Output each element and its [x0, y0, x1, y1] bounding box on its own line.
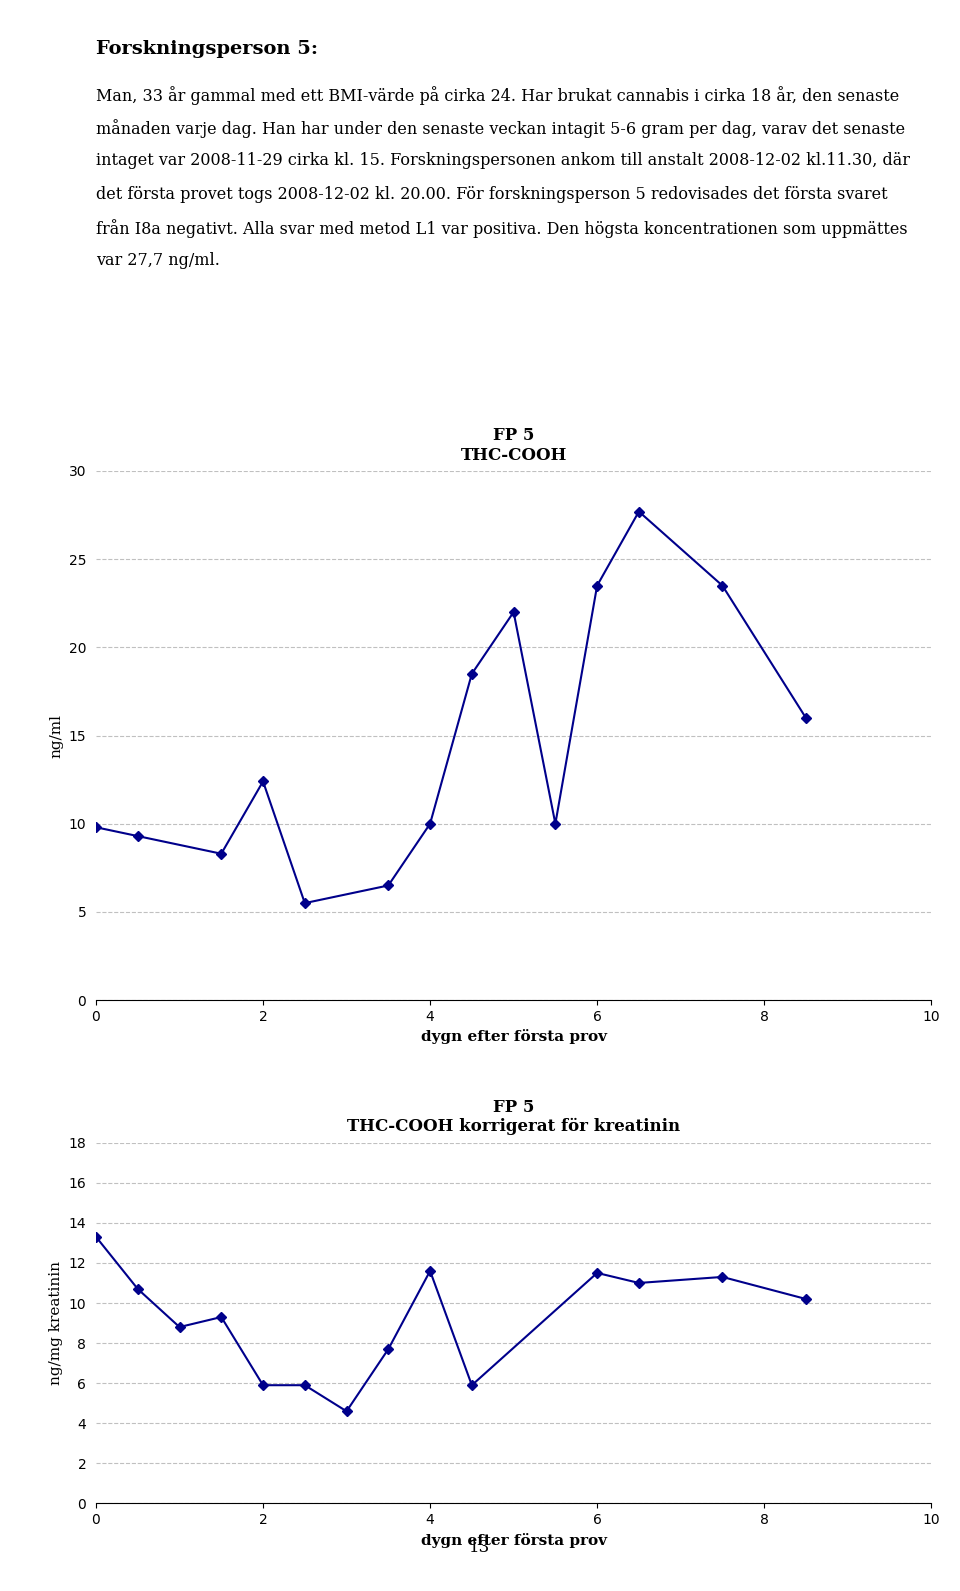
X-axis label: dygn efter första prov: dygn efter första prov	[420, 1532, 607, 1548]
Y-axis label: ng/mg kreatinin: ng/mg kreatinin	[49, 1262, 63, 1386]
X-axis label: dygn efter första prov: dygn efter första prov	[420, 1029, 607, 1044]
Text: från I8a negativt. Alla svar med metod L1 var positiva. Den högsta koncentration: från I8a negativt. Alla svar med metod L…	[96, 220, 907, 237]
Text: intaget var 2008-11-29 cirka kl. 15. Forskningspersonen ankom till anstalt 2008-: intaget var 2008-11-29 cirka kl. 15. For…	[96, 153, 910, 169]
Text: månaden varje dag. Han har under den senaste veckan intagit 5-6 gram per dag, va: månaden varje dag. Han har under den sen…	[96, 119, 905, 138]
Text: 13: 13	[469, 1538, 491, 1556]
Text: Forskningsperson 5:: Forskningsperson 5:	[96, 40, 318, 57]
Title: FP 5
THC-COOH korrigerat för kreatinin: FP 5 THC-COOH korrigerat för kreatinin	[347, 1099, 681, 1136]
Title: FP 5
THC-COOH: FP 5 THC-COOH	[461, 428, 566, 465]
Text: Man, 33 år gammal med ett BMI-värde på cirka 24. Har brukat cannabis i cirka 18 : Man, 33 år gammal med ett BMI-värde på c…	[96, 86, 900, 105]
Text: var 27,7 ng/ml.: var 27,7 ng/ml.	[96, 251, 220, 269]
Text: det första provet togs 2008-12-02 kl. 20.00. För forskningsperson 5 redovisades : det första provet togs 2008-12-02 kl. 20…	[96, 186, 888, 202]
Y-axis label: ng/ml: ng/ml	[49, 713, 63, 757]
